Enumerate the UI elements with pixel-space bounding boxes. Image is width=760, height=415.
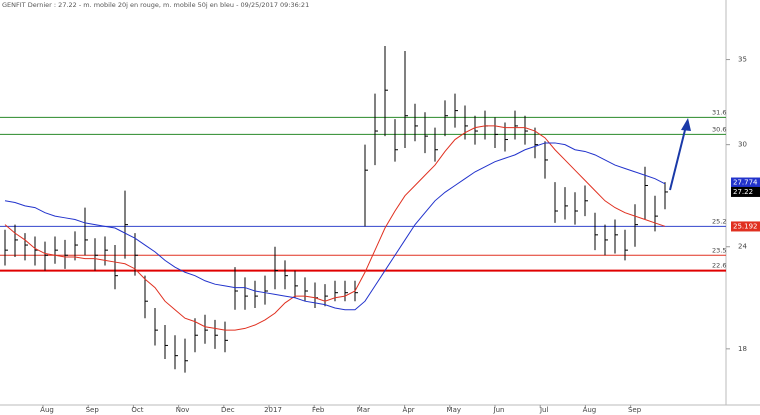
x-tick-label: Dec xyxy=(221,406,235,414)
x-tick-label: Jun xyxy=(493,406,505,414)
level-label: 23.5 xyxy=(712,246,726,254)
price-tag xyxy=(731,221,760,232)
x-tick-label: Feb xyxy=(312,406,325,414)
x-tick-label: Sep xyxy=(86,406,100,414)
price-tag xyxy=(731,186,760,197)
x-tick-label: Jul xyxy=(539,406,549,414)
y-tick-label: 30 xyxy=(738,141,747,149)
x-tick-label: Aug xyxy=(583,406,597,414)
moving-average xyxy=(4,125,666,331)
price-tag-label: 27.22 xyxy=(733,188,753,196)
chart-title: GENFIT Dernier : 27.22 - m. mobile 20j e… xyxy=(2,1,309,9)
x-tick-label: Nov xyxy=(176,406,190,414)
moving-average xyxy=(4,142,666,311)
plot: 35 30 24 18 Aug Sep Oct Nov Dec 2017 Feb Mar Apr May J… xyxy=(0,45,760,414)
price-tag xyxy=(731,177,760,188)
x-tick-label: 2017 xyxy=(264,406,282,414)
x-tick-label: Aug xyxy=(40,406,54,414)
annotation-arrow xyxy=(669,118,691,191)
x-tick-label: Apr xyxy=(403,406,415,414)
y-tick-label: 35 xyxy=(738,56,747,64)
x-tick-label: Oct xyxy=(131,406,143,414)
level-label: 30.6 xyxy=(712,125,726,133)
y-tick-label: 24 xyxy=(738,243,747,251)
price-tag-label: 25.192 xyxy=(733,222,758,230)
x-tick-label: Sep xyxy=(628,406,642,414)
level-label: 31.6 xyxy=(712,108,726,116)
y-tick-label: 18 xyxy=(738,345,747,353)
x-tick-label: May xyxy=(447,406,461,414)
level-label: 25.2 xyxy=(712,217,726,225)
x-tick-label: Mar xyxy=(357,406,370,414)
price-tag-label: 27.774 xyxy=(733,179,758,187)
level-label: 22.6 xyxy=(712,262,726,270)
